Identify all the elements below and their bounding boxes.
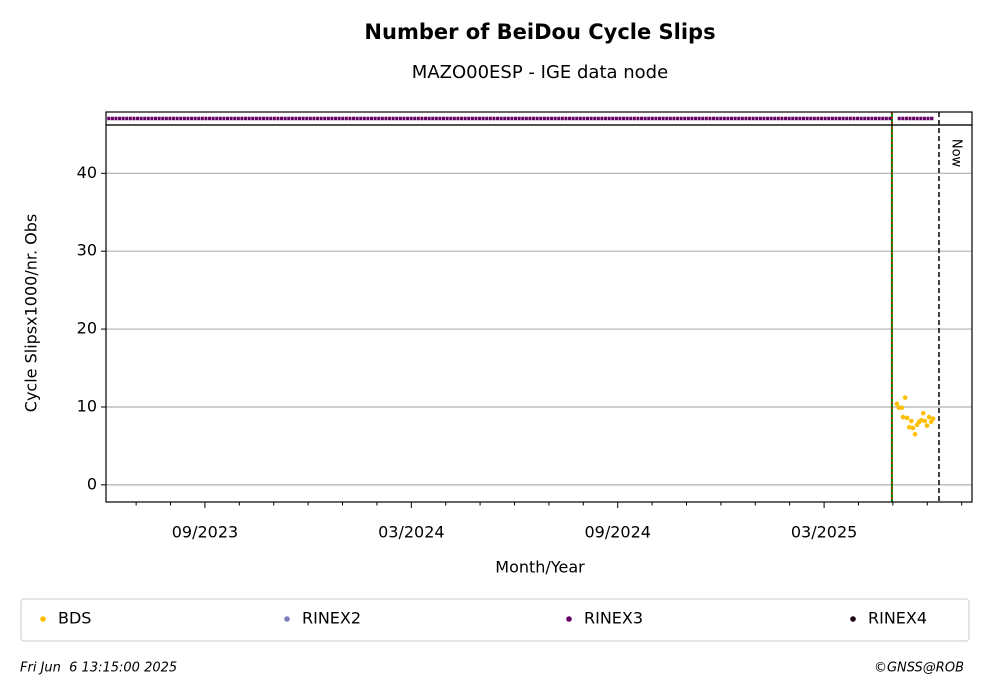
data-point: [918, 417, 924, 423]
y-tick-label: 0: [87, 474, 97, 493]
chart-subtitle: MAZO00ESP - IGE data node: [412, 62, 668, 83]
footer-credit: ©GNSS@ROB: [874, 661, 964, 676]
data-point: [910, 425, 916, 431]
data-point: [924, 423, 930, 428]
y-tick-label: 40: [77, 163, 97, 182]
chart-title: Number of BeiDou Cycle Slips: [364, 20, 715, 44]
data-point: [909, 418, 914, 424]
data-point: [894, 401, 900, 407]
y-axis-label: Cycle Slipsx1000/nr. Obs: [22, 214, 41, 412]
legend-label: RINEX3: [584, 609, 643, 628]
y-tick-label: 20: [77, 319, 97, 338]
data-point: [912, 431, 918, 437]
legend-box: [20, 598, 970, 642]
data-point: [930, 416, 936, 421]
data-point: [900, 414, 906, 420]
x-tick-label: 03/2024: [378, 523, 444, 542]
legend-marker: [566, 616, 572, 622]
x-tick-label: 09/2024: [584, 523, 650, 542]
legend-label: RINEX4: [868, 609, 927, 628]
data-point: [920, 410, 926, 416]
legend-label: BDS: [58, 609, 91, 628]
data-point: [904, 415, 910, 421]
data-point: [922, 418, 928, 424]
y-tick-label: 30: [77, 241, 97, 260]
legend-label: RINEX2: [302, 609, 361, 628]
x-axis-label: Month/Year: [495, 558, 585, 577]
legend-marker: [850, 616, 856, 622]
plot-frame: [105, 124, 973, 503]
data-point: [899, 405, 905, 411]
x-tick-label: 09/2023: [172, 523, 238, 542]
y-tick-label: 10: [77, 396, 97, 415]
data-point: [902, 395, 908, 400]
data-point: [906, 424, 912, 430]
legend-marker: [284, 616, 290, 622]
data-point: [926, 414, 932, 420]
footer-date: Fri Jun 6 13:15:00 2025: [20, 661, 177, 676]
now-label: Now: [948, 139, 963, 168]
legend-marker: [40, 616, 46, 622]
x-tick-label: 03/2025: [791, 523, 857, 542]
